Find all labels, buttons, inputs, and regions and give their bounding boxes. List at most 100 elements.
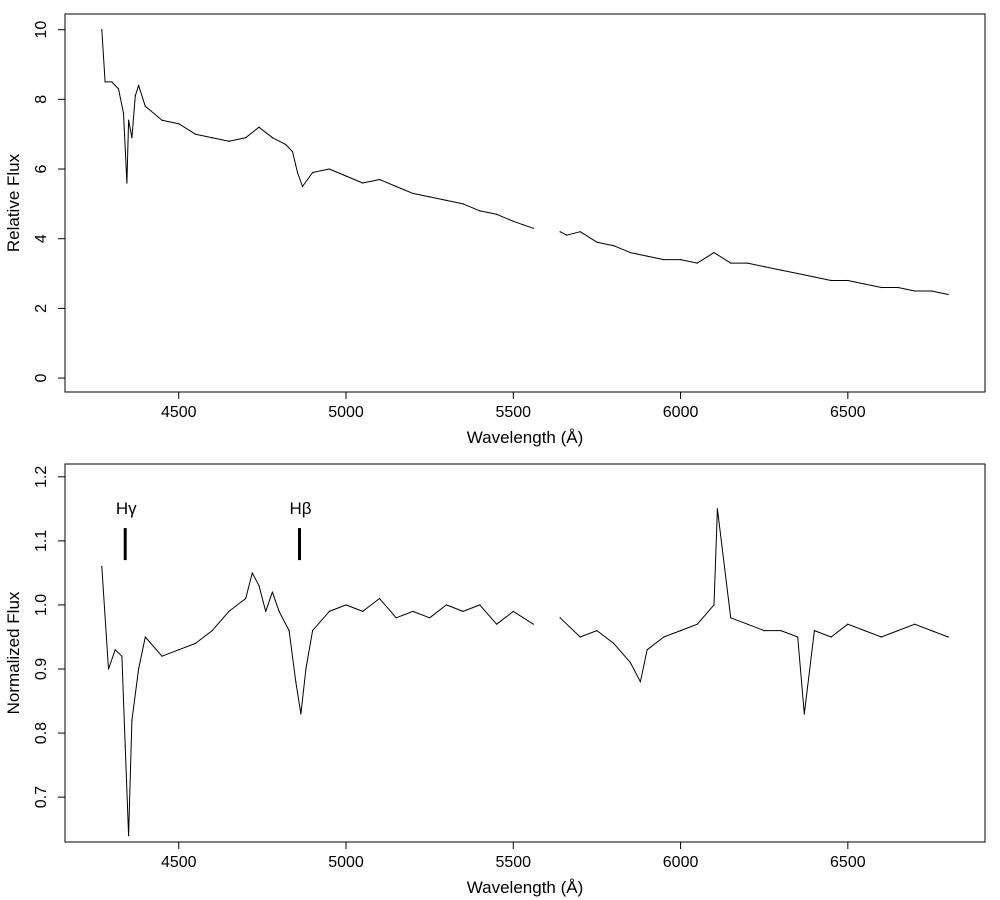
spectrum-point bbox=[713, 604, 715, 606]
spectrum-point bbox=[258, 126, 260, 128]
spectrum-point bbox=[258, 585, 260, 587]
spectrum-point bbox=[696, 262, 698, 264]
spectrum-point bbox=[522, 224, 524, 226]
spectrum-point bbox=[763, 265, 765, 268]
y-axis-title: Normalized Flux bbox=[4, 591, 23, 714]
y-tick-label: 0.8 bbox=[33, 722, 50, 744]
spectrum-point bbox=[131, 137, 133, 139]
spectrum-point bbox=[161, 655, 163, 657]
spectrum-point bbox=[122, 112, 125, 114]
spectrum-point bbox=[730, 262, 732, 264]
spectrum-line-segment bbox=[101, 29, 534, 229]
spectrum-point bbox=[797, 636, 799, 638]
spectrum-point bbox=[345, 604, 347, 606]
spectrum-point bbox=[914, 623, 916, 625]
x-tick-label: 4500 bbox=[161, 404, 197, 421]
normalized-flux-panel: Hγ Hβ 4500 5000 5500 6000 6500 0.7 0.8 0.9 1.0 1.… bbox=[4, 463, 986, 897]
spectrum-point bbox=[559, 617, 561, 619]
spectrum-point bbox=[679, 259, 682, 261]
spectrum-point bbox=[746, 262, 749, 264]
spectrum-point bbox=[117, 88, 120, 90]
spectrum-point bbox=[251, 572, 253, 574]
spectrum-point bbox=[830, 636, 832, 638]
x-tick-label: 6500 bbox=[830, 854, 866, 871]
spectrum-point bbox=[138, 668, 140, 670]
x-tick-label: 6000 bbox=[663, 854, 699, 871]
spectrum-point bbox=[639, 681, 642, 683]
spectrum-point bbox=[412, 610, 414, 612]
spectrum-point bbox=[429, 196, 431, 198]
line-annotations: Hγ Hβ bbox=[116, 499, 312, 561]
y-axis-ticks: 0 2 4 6 8 10 bbox=[33, 21, 65, 383]
spectrum-point bbox=[713, 252, 715, 254]
spectrum-point bbox=[378, 597, 381, 600]
spectrum-point bbox=[311, 629, 314, 632]
y-tick-label: 8 bbox=[33, 95, 50, 104]
spectrum-point bbox=[780, 269, 782, 271]
spectrum-point bbox=[479, 604, 481, 606]
spectrum-point bbox=[532, 227, 534, 229]
spectrum-point bbox=[124, 745, 126, 747]
x-tick-label: 5000 bbox=[328, 404, 364, 421]
x-axis-ticks: 4500 5000 5500 6000 6500 bbox=[161, 392, 866, 421]
spectrum-point bbox=[194, 642, 197, 644]
spectrum-point bbox=[947, 636, 949, 638]
spectrum-point bbox=[121, 655, 123, 657]
spectrum-point bbox=[107, 668, 110, 670]
spectrum-point bbox=[194, 133, 197, 135]
spectrum-point bbox=[345, 175, 347, 177]
spectrum-point bbox=[897, 286, 899, 289]
x-tick-label: 5500 bbox=[495, 854, 531, 871]
y-tick-label: 0.9 bbox=[33, 658, 50, 680]
spectrum-point bbox=[126, 182, 128, 184]
spectrum-point bbox=[947, 293, 949, 296]
y-tick-label: 0 bbox=[33, 374, 50, 383]
y-tick-label: 2 bbox=[33, 304, 50, 313]
spectrum-point bbox=[613, 245, 615, 247]
spectrum-point bbox=[646, 649, 648, 651]
spectrum-point bbox=[813, 276, 815, 278]
spectrum-point bbox=[271, 591, 274, 593]
spectrum-point bbox=[285, 144, 287, 146]
spectrum-point bbox=[579, 231, 581, 233]
x-tick-label: 4500 bbox=[161, 854, 197, 871]
spectrum-point bbox=[579, 636, 581, 638]
y-axis-ticks: 0.7 0.8 0.9 1.0 1.1 1.2 bbox=[33, 466, 65, 808]
x-axis-title: Wavelength (Å) bbox=[467, 878, 584, 897]
spectrum-point bbox=[596, 241, 598, 243]
spectrum-point bbox=[301, 185, 304, 188]
spectrum-point bbox=[914, 290, 916, 292]
spectrum-point bbox=[629, 252, 631, 254]
relative-flux-panel: 4500 5000 5500 6000 6500 0 2 4 6 8 10 Wavelength … bbox=[4, 13, 986, 447]
spectrum-point bbox=[395, 617, 397, 619]
x-axis-title: Wavelength (Å) bbox=[467, 428, 584, 447]
spectrum-point bbox=[127, 119, 130, 121]
annotation-label: Hγ bbox=[116, 499, 137, 518]
spectrum-point bbox=[566, 234, 568, 236]
spectrum-point bbox=[412, 192, 414, 195]
spectrum-point bbox=[830, 279, 832, 282]
y-axis-title: Relative Flux bbox=[4, 153, 23, 252]
spectrum-point bbox=[629, 662, 631, 664]
spectrum-point bbox=[328, 168, 330, 170]
spectrum-line-segment bbox=[101, 566, 534, 837]
spectrum-point bbox=[127, 834, 130, 837]
spectrum-point bbox=[930, 629, 933, 632]
spectrum-point bbox=[797, 272, 799, 275]
spectrum-point bbox=[101, 565, 103, 568]
spectrum-point bbox=[362, 182, 364, 184]
spectrum-point bbox=[178, 649, 180, 651]
spectrum-point bbox=[897, 629, 899, 632]
spectrum-point bbox=[228, 610, 230, 612]
spectrum-point bbox=[245, 137, 247, 139]
spectrum-point bbox=[291, 151, 294, 153]
y-tick-label: 10 bbox=[33, 21, 50, 39]
spectrum-point bbox=[696, 623, 698, 625]
x-tick-label: 6000 bbox=[663, 404, 699, 421]
x-tick-label: 5500 bbox=[495, 404, 531, 421]
y-tick-label: 1.1 bbox=[33, 530, 50, 552]
x-tick-label: 5000 bbox=[328, 854, 364, 871]
spectrum-point bbox=[532, 623, 534, 625]
spectrum-point bbox=[305, 668, 307, 670]
spectrum-point bbox=[646, 255, 648, 257]
